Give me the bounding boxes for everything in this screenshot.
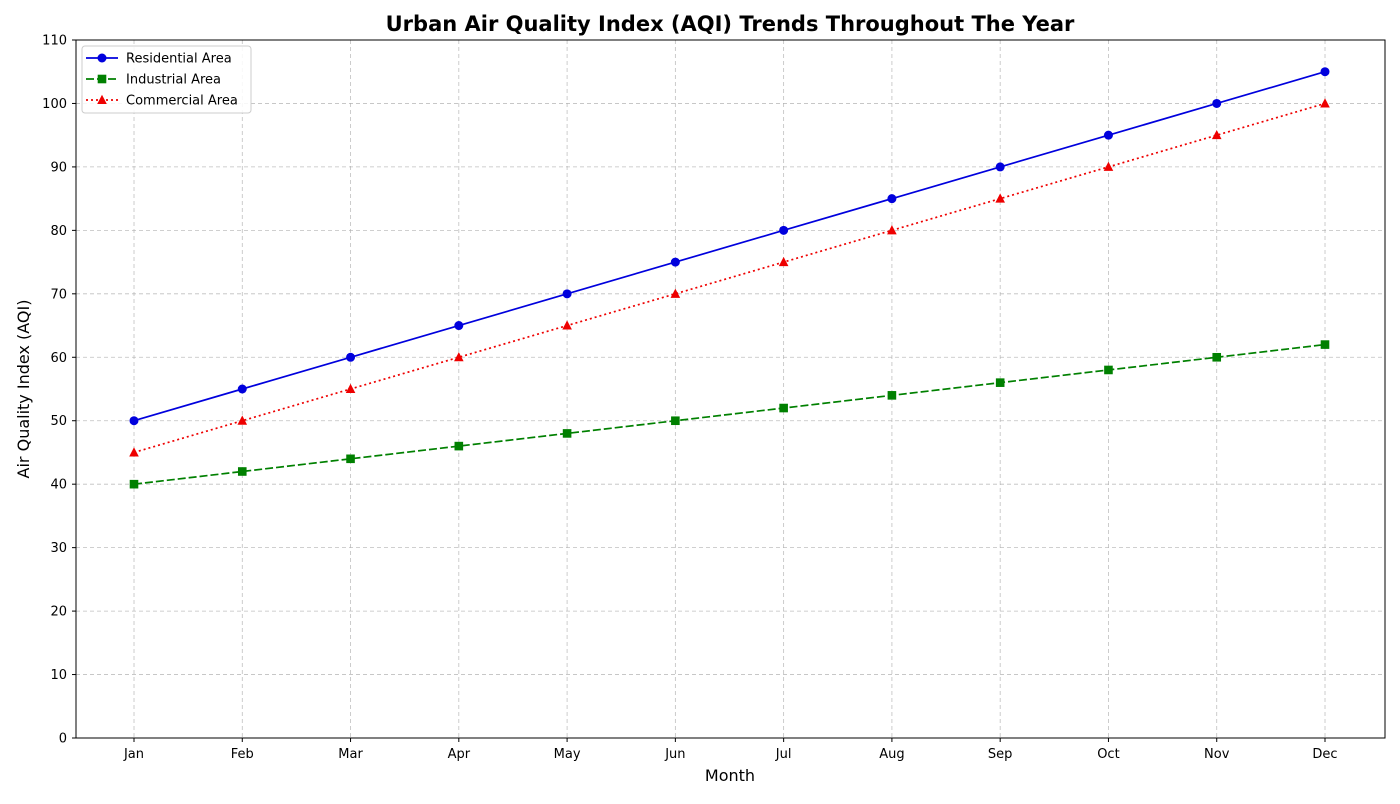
data-point: [346, 352, 356, 362]
data-point: [1320, 340, 1330, 349]
data-point: [1104, 365, 1113, 375]
legend-marker: [97, 53, 107, 63]
data-point: [670, 257, 680, 267]
y-tick-label: 20: [50, 605, 67, 620]
x-tick-label: Jun: [664, 747, 685, 762]
y-tick-label: 70: [50, 287, 67, 302]
x-tick-label: Oct: [1097, 747, 1119, 762]
data-point: [562, 320, 572, 330]
legend-marker: [97, 94, 107, 104]
series-1: [129, 67, 1330, 426]
data-point: [1212, 352, 1222, 362]
legend-label: Commercial Area: [126, 94, 238, 109]
data-point: [995, 378, 1005, 387]
legend-label: Residential Area: [126, 52, 232, 67]
x-tick-label: Nov: [1204, 747, 1230, 762]
data-point: [1211, 129, 1222, 140]
data-point: [237, 384, 247, 394]
x-tick-label: Sep: [988, 747, 1013, 762]
plot-frame: [75, 39, 1386, 739]
data-point: [778, 256, 789, 267]
x-tick-label: Feb: [231, 747, 254, 762]
x-tick-label: Jul: [775, 747, 792, 762]
data-point: [671, 416, 680, 426]
grid-lines: [76, 39, 1385, 739]
data-point: [129, 479, 139, 489]
data-point: [995, 162, 1005, 172]
data-point: [1103, 161, 1114, 171]
data-point: [1212, 98, 1222, 108]
data-point: [1320, 98, 1330, 108]
legend-frame: [81, 45, 252, 114]
y-tick-label: 40: [50, 478, 67, 493]
chart-title: Urban Air Quality Index (AQI) Trends Thr…: [386, 12, 1075, 36]
data-point: [237, 415, 248, 425]
data-point: [779, 225, 789, 235]
x-axis-label: Month: [705, 766, 755, 785]
data-point: [1103, 130, 1113, 140]
y-tick-label: 110: [42, 34, 67, 49]
series-layer: [129, 67, 1330, 489]
x-tick-label: Aug: [879, 747, 904, 762]
legend-label: Industrial Area: [126, 73, 221, 88]
data-point: [454, 352, 464, 362]
y-tick-label: 60: [50, 351, 67, 366]
data-point: [454, 441, 464, 451]
y-tick-label: 90: [50, 160, 67, 175]
data-point: [887, 194, 897, 204]
x-tick-label: Mar: [338, 747, 363, 762]
data-point: [1320, 67, 1330, 77]
y-tick-label: 80: [50, 224, 67, 239]
x-tick-label: May: [554, 747, 581, 762]
legend-item: Industrial Area: [86, 73, 221, 88]
y-tick-label: 0: [59, 732, 67, 747]
data-point: [129, 416, 139, 426]
series-line: [133, 70, 1326, 422]
series-2: [129, 340, 1330, 489]
legend-item: Residential Area: [86, 52, 232, 67]
data-point: [779, 403, 788, 413]
x-tick-label: Jan: [123, 747, 144, 762]
y-tick-label: 30: [50, 541, 67, 556]
data-point: [995, 193, 1005, 203]
series-3: [129, 98, 1330, 457]
y-axis-label: Air Quality Index (AQI): [14, 300, 33, 479]
data-point: [562, 429, 572, 438]
data-point: [562, 289, 572, 299]
y-tick-label: 10: [50, 668, 67, 683]
legend: Residential Area Industrial Area Commercia…: [81, 45, 252, 114]
x-axis: Jan Feb Mar Apr May Jun Jul Aug Sep Oct Nov Dec: [123, 738, 1338, 762]
data-point: [345, 383, 356, 393]
series-line: [133, 102, 1326, 454]
data-point: [346, 454, 355, 464]
x-tick-label: Apr: [448, 747, 471, 762]
data-point: [454, 321, 464, 331]
data-point: [237, 467, 247, 476]
data-point: [887, 225, 897, 235]
data-point: [129, 447, 139, 457]
y-axis: 0 10 20 30 40 50 60 70 80 90 100 110: [42, 34, 76, 747]
legend-marker: [97, 74, 107, 84]
y-tick-label: 50: [50, 414, 67, 429]
series-line: [133, 343, 1326, 486]
data-point: [670, 288, 681, 298]
data-point: [887, 391, 897, 400]
y-tick-label: 100: [42, 97, 67, 112]
legend-item: Commercial Area: [86, 94, 238, 109]
x-tick-label: Dec: [1312, 747, 1337, 762]
